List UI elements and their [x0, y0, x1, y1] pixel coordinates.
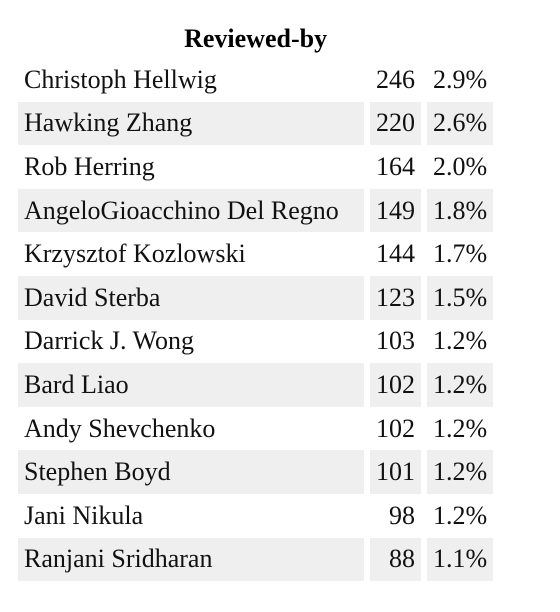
- review-percent: 1.2%: [427, 450, 494, 494]
- review-percent: 1.1%: [427, 537, 494, 582]
- table-row: Bard Liao 102 1.2%: [18, 363, 494, 407]
- reviewed-by-panel: Reviewed-by Christoph Hellwig 246 2.9% Hawk…: [12, 22, 499, 582]
- review-percent: 1.2%: [433, 413, 488, 443]
- table-row: David Sterba 123 1.5%: [18, 275, 494, 320]
- review-count: 101: [370, 450, 421, 494]
- table-row: Rob Herring 164 2.0%: [18, 145, 493, 189]
- table-row: Ranjani Sridharan 88 1.1%: [18, 537, 494, 582]
- review-percent: 1.8%: [427, 188, 494, 233]
- reviewer-name: Andy Shevchenko: [24, 413, 216, 443]
- review-count: 164: [376, 151, 415, 181]
- reviewer-name: Stephen Boyd: [18, 450, 364, 494]
- reviewer-name: Rob Herring: [24, 151, 155, 181]
- table-row: Stephen Boyd 101 1.2%: [18, 450, 494, 494]
- table-row: Hawking Zhang 220 2.6%: [18, 101, 494, 146]
- review-count: 220: [370, 101, 421, 146]
- reviewer-name: Jani Nikula: [24, 500, 144, 530]
- review-percent: 1.2%: [427, 363, 494, 407]
- review-percent: 2.9%: [433, 64, 488, 94]
- reviewer-name: David Sterba: [18, 275, 364, 320]
- table-row: AngeloGioacchino Del Regno 149 1.8%: [18, 188, 494, 233]
- review-count: 102: [376, 413, 415, 443]
- table-row: Darrick J. Wong 103 1.2%: [18, 320, 493, 364]
- table-row: Christoph Hellwig 246 2.9%: [18, 58, 493, 102]
- table-body: Christoph Hellwig 246 2.9% Hawking Zhang 220…: [18, 58, 494, 582]
- review-count: 103: [376, 326, 415, 356]
- review-count: 123: [370, 275, 421, 320]
- review-count: 246: [376, 64, 415, 94]
- review-count: 149: [370, 188, 421, 233]
- reviewer-name: Hawking Zhang: [18, 101, 364, 146]
- review-count: 98: [389, 500, 415, 530]
- reviewer-name: AngeloGioacchino Del Regno: [18, 188, 364, 233]
- review-percent: 1.2%: [433, 326, 488, 356]
- review-count: 102: [370, 363, 421, 407]
- review-count: 88: [370, 537, 421, 582]
- reviewer-name: Krzysztof Kozlowski: [24, 239, 246, 269]
- table-title: Reviewed-by: [184, 24, 328, 53]
- table-row: Jani Nikula 98 1.2%: [18, 494, 493, 538]
- reviewer-name: Christoph Hellwig: [24, 64, 217, 94]
- review-percent: 2.0%: [433, 151, 488, 181]
- review-percent: 1.7%: [433, 239, 488, 269]
- reviewer-name: Darrick J. Wong: [24, 326, 195, 356]
- review-percent: 1.2%: [433, 500, 488, 530]
- review-percent: 2.6%: [427, 101, 494, 146]
- table-row: Andy Shevchenko 102 1.2%: [18, 407, 493, 451]
- review-count: 144: [376, 239, 415, 269]
- review-percent: 1.5%: [427, 275, 494, 320]
- table-row: Krzysztof Kozlowski 144 1.7%: [18, 232, 493, 276]
- reviewed-by-table: Reviewed-by Christoph Hellwig 246 2.9% Hawk…: [12, 22, 499, 582]
- reviewer-name: Ranjani Sridharan: [18, 537, 364, 582]
- reviewer-name: Bard Liao: [18, 363, 364, 407]
